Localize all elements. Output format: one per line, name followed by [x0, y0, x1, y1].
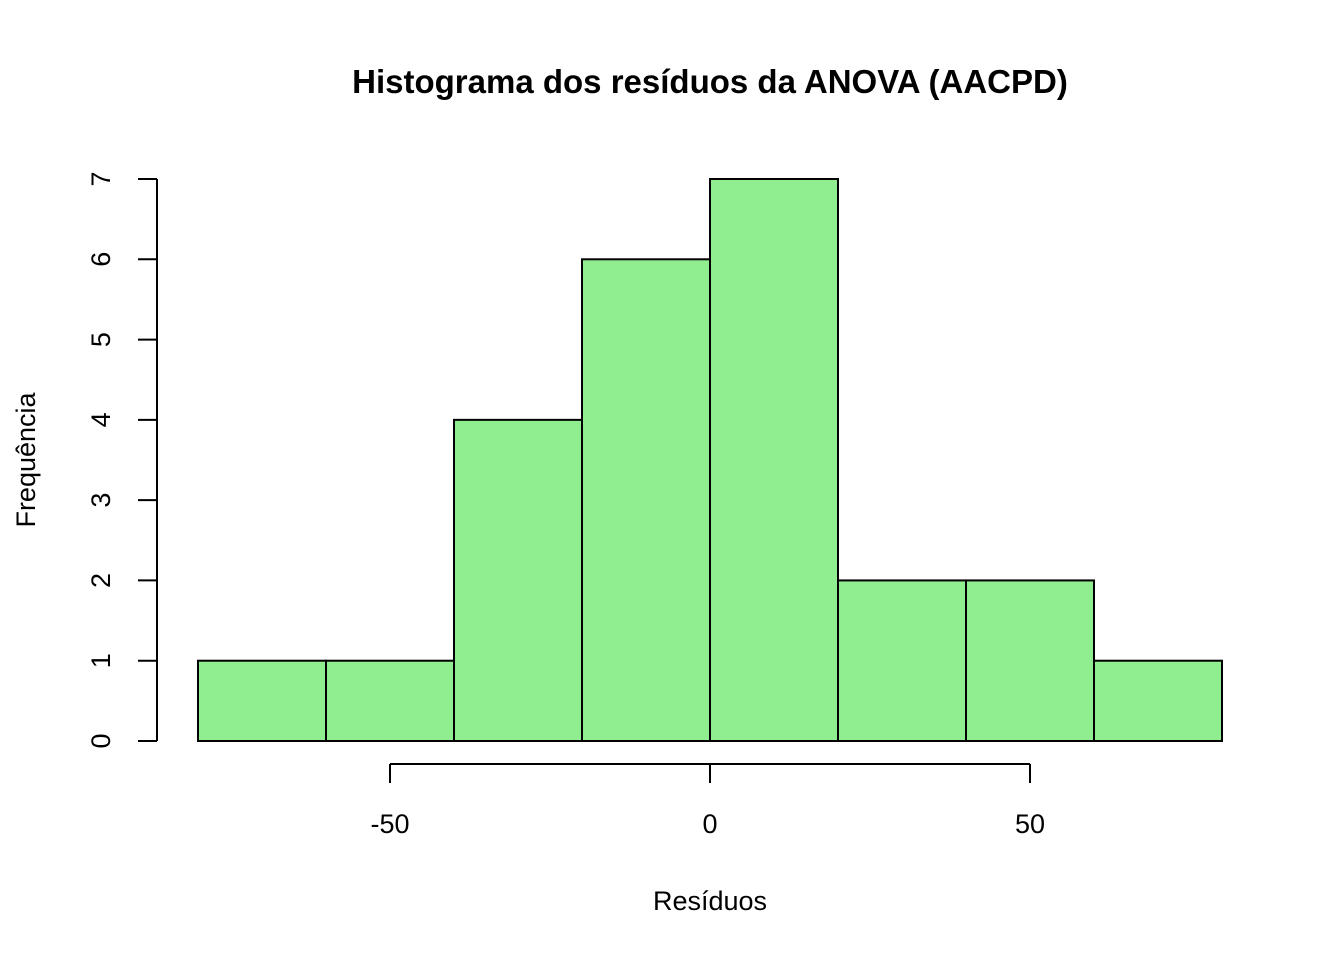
histogram-bar-3 — [581, 258, 711, 742]
y-tick-label-3: 3 — [86, 493, 116, 508]
y-tick-label-1: 1 — [86, 653, 116, 668]
histogram-bar-4 — [709, 178, 839, 742]
y-axis: 0 1 2 3 4 5 6 7 — [86, 171, 158, 749]
x-axis-label: Resíduos — [653, 886, 767, 916]
histogram-bar-7 — [1093, 659, 1223, 743]
x-axis: -50 0 50 — [370, 763, 1045, 839]
y-tick-label-0: 0 — [86, 733, 116, 748]
x-tick-label-1: 0 — [702, 809, 717, 839]
x-tick-label-2: 50 — [1015, 809, 1045, 839]
y-tick-label-7: 7 — [86, 171, 116, 186]
histogram-bar-0 — [197, 659, 327, 743]
histogram-bar-2 — [453, 418, 583, 742]
histogram-bar-6 — [965, 579, 1095, 743]
chart-title: Histograma dos resíduos da ANOVA (AACPD) — [352, 63, 1068, 100]
histogram-bar-5 — [837, 579, 967, 743]
y-tick-label-4: 4 — [86, 412, 116, 427]
histogram-bar-1 — [325, 659, 455, 743]
x-tick-label-0: -50 — [370, 809, 409, 839]
bars-group — [197, 178, 1223, 743]
y-axis-label: Frequência — [11, 391, 41, 527]
y-tick-label-5: 5 — [86, 332, 116, 347]
y-tick-label-6: 6 — [86, 252, 116, 267]
y-tick-label-2: 2 — [86, 573, 116, 588]
